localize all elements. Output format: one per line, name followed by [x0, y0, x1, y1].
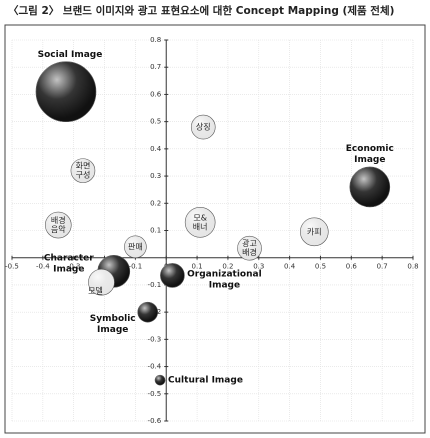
x-tick-label: -0.3 — [67, 263, 81, 271]
y-tick-label: -0.4 — [148, 363, 162, 371]
point-label: Image — [53, 264, 84, 274]
point-label: 배너 — [193, 221, 208, 231]
bubble-shine — [124, 235, 147, 258]
y-tick-label: 0.7 — [150, 63, 161, 71]
x-tick-label: 0.6 — [346, 263, 358, 271]
y-tick-label: -0.3 — [148, 335, 162, 343]
y-tick-label: 0.5 — [150, 118, 161, 126]
bubble-shine — [137, 302, 158, 323]
point-label: 광고 — [242, 238, 257, 248]
y-tick-label: 0.8 — [150, 36, 161, 44]
bubble-shine — [191, 115, 216, 140]
x-tick-label: -0.5 — [5, 263, 19, 271]
point-label: 배경 — [51, 215, 66, 225]
point-label: Symbolic — [90, 314, 136, 324]
y-tick-label: -0.1 — [148, 281, 162, 289]
x-tick-label: 0.3 — [253, 263, 264, 271]
point-label: 음악 — [51, 224, 66, 234]
y-tick-label: 0.4 — [150, 145, 162, 153]
marks: Social ImageEconomicImageCharacterImageO… — [35, 50, 394, 386]
bubble-shine — [35, 61, 96, 122]
point-label: Organizational — [187, 269, 262, 279]
point-label: 배경 — [242, 247, 257, 257]
bubble-shine — [155, 375, 166, 386]
point-label: Image — [354, 155, 385, 165]
x-tick-label: 0.5 — [315, 263, 326, 271]
point-label: 모& — [193, 213, 207, 222]
point-label: 모델 — [88, 287, 103, 296]
bubble-shine — [70, 158, 95, 183]
y-tick-label: -0.6 — [148, 417, 162, 425]
bubble-shine — [300, 217, 329, 246]
point-label: Social Image — [38, 50, 103, 60]
bubble-shine — [349, 166, 390, 207]
point-label: 화면 — [76, 161, 91, 171]
point-label: 구성 — [76, 171, 91, 180]
x-tick-label: -0.4 — [36, 263, 50, 271]
x-tick-label: 0.2 — [222, 263, 233, 271]
bubble-shine — [88, 269, 115, 296]
y-tick-label: 0.1 — [150, 227, 161, 235]
point-label: Image — [97, 325, 128, 335]
plot-frame — [4, 24, 426, 434]
y-tick-label: 0.6 — [150, 90, 162, 98]
point-label: 상징 — [196, 122, 211, 132]
point-label: Economic — [346, 144, 394, 154]
point-label: Image — [209, 280, 240, 290]
y-tick-label: -0.5 — [148, 390, 162, 398]
point-label: 카피 — [307, 227, 322, 236]
x-tick-label: 0.4 — [284, 263, 296, 271]
chart-title: 〈그림 2〉 브랜드 이미지와 광고 표현요소에 대한 Concept Mapp… — [8, 4, 394, 17]
point-label: Cultural Image — [168, 376, 243, 386]
bubble-shine — [160, 263, 185, 288]
y-tick-label: 0.2 — [150, 199, 161, 207]
x-tick-label: 0.8 — [407, 263, 418, 271]
x-tick-label: 0.1 — [192, 263, 203, 271]
y-tick-label: 0.3 — [150, 172, 161, 180]
point-label: 판매 — [128, 242, 143, 251]
x-tick-label: -0.1 — [129, 263, 143, 271]
bubble-shine — [237, 236, 262, 261]
point-label: Character — [44, 253, 94, 263]
x-tick-label: 0.7 — [377, 263, 388, 271]
bubble-shine — [185, 207, 216, 238]
bubble-shine — [45, 212, 72, 239]
